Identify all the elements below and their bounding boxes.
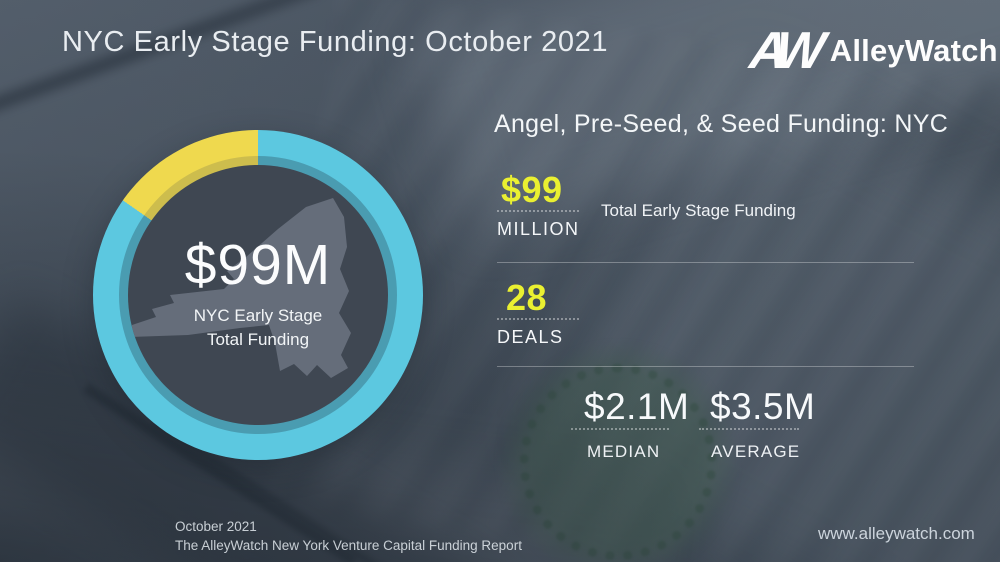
dotted-underline: [497, 318, 579, 320]
median-value: $2.1M: [584, 386, 690, 427]
deals-unit: DEALS: [497, 327, 564, 347]
deals-value: 28: [506, 277, 548, 318]
page-title: NYC Early Stage Funding: October 2021: [62, 26, 609, 58]
dotted-underline: [571, 428, 669, 430]
average-value: $3.5M: [710, 386, 816, 427]
donut-label-line2: Total Funding: [206, 330, 310, 349]
donut-center-label: NYC Early Stage Total Funding: [194, 304, 323, 352]
section-divider: [497, 262, 914, 263]
donut-label-line1: NYC Early Stage: [193, 306, 323, 325]
alleywatch-logo: AW AlleyWatch: [746, 18, 998, 84]
total-funding-description: Total Early Stage Funding: [601, 201, 796, 220]
report-month: October 2021: [175, 519, 257, 534]
total-funding-value: $99: [501, 169, 563, 210]
median-label: MEDIAN: [587, 442, 661, 461]
section-divider: [497, 366, 914, 367]
website-link[interactable]: www.alleywatch.com: [818, 524, 975, 543]
donut-center: $99M NYC Early Stage Total Funding: [128, 165, 388, 425]
alleywatch-logo-mark-icon: AW: [746, 22, 819, 80]
average-label: AVERAGE: [711, 442, 801, 461]
dotted-underline: [497, 210, 579, 212]
new-york-state-icon: [130, 198, 351, 378]
report-name: The AlleyWatch New York Venture Capital …: [175, 538, 522, 553]
donut-total-value: $99M: [184, 233, 332, 297]
funding-donut-chart: $99M NYC Early Stage Total Funding: [93, 130, 423, 460]
alleywatch-logo-name: AlleyWatch: [829, 33, 998, 68]
dotted-underline: [699, 428, 799, 430]
panel-heading: Angel, Pre-Seed, & Seed Funding: NYC: [494, 110, 949, 138]
total-funding-unit: MILLION: [497, 219, 580, 239]
report-attribution: October 2021 The AlleyWatch New York Ven…: [175, 517, 522, 555]
